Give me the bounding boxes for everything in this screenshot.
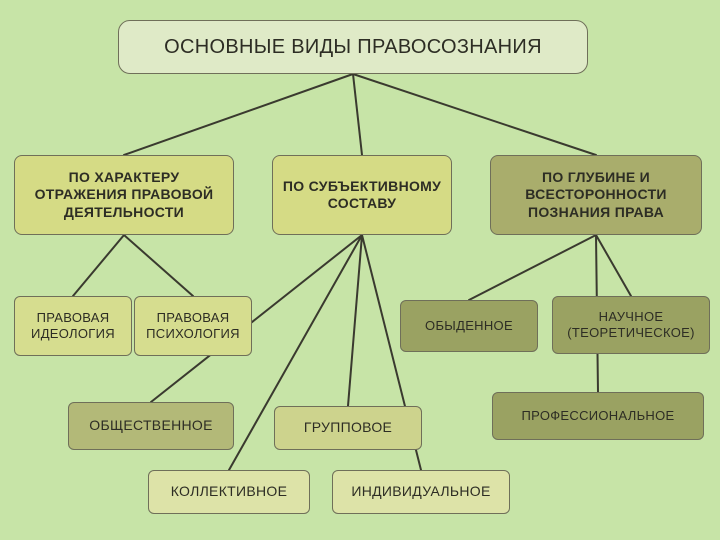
node-label: НАУЧНОЕ (ТЕОРЕТИЧЕСКОЕ) xyxy=(559,309,703,342)
node-leaf_social: ОБЩЕСТВЕННОЕ xyxy=(68,402,234,450)
node-label: ПО ГЛУБИНЕ И ВСЕСТОРОННОСТИ ПОЗНАНИЯ ПРА… xyxy=(497,169,695,222)
node-label: ОБЫДЕННОЕ xyxy=(425,318,513,334)
edge-layer xyxy=(0,0,720,540)
node-leaf_everyday: ОБЫДЕННОЕ xyxy=(400,300,538,352)
diagram-canvas: ОСНОВНЫЕ ВИДЫ ПРАВОСОЗНАНИЯ ПО ХАРАКТЕРУ … xyxy=(0,0,720,540)
node-label: ОБЩЕСТВЕННОЕ xyxy=(89,417,212,435)
edge xyxy=(348,235,362,406)
node-label: ОСНОВНЫЕ ВИДЫ ПРАВОСОЗНАНИЯ xyxy=(164,35,542,60)
node-leaf_individual: ИНДИВИДУАЛЬНОЕ xyxy=(332,470,510,514)
node-label: ПРАВОВАЯ ПСИХОЛОГИЯ xyxy=(141,310,245,343)
node-leaf_psychology: ПРАВОВАЯ ПСИХОЛОГИЯ xyxy=(134,296,252,356)
edge xyxy=(469,235,596,300)
node-label: ПРОФЕССИОНАЛЬНОЕ xyxy=(521,408,674,424)
edge xyxy=(596,235,631,296)
node-cat1: ПО ХАРАКТЕРУ ОТРАЖЕНИЯ ПРАВОВОЙ ДЕЯТЕЛЬН… xyxy=(14,155,234,235)
node-cat2: ПО СУБЪЕКТИВНОМУ СОСТАВУ xyxy=(272,155,452,235)
node-leaf_ideology: ПРАВОВАЯ ИДЕОЛОГИЯ xyxy=(14,296,132,356)
edge xyxy=(124,74,353,155)
edge xyxy=(353,74,596,155)
edge xyxy=(124,235,193,296)
edge xyxy=(73,235,124,296)
node-label: КОЛЛЕКТИВНОЕ xyxy=(171,483,288,501)
node-cat3: ПО ГЛУБИНЕ И ВСЕСТОРОННОСТИ ПОЗНАНИЯ ПРА… xyxy=(490,155,702,235)
node-leaf_group: ГРУППОВОЕ xyxy=(274,406,422,450)
node-label: ПО СУБЪЕКТИВНОМУ СОСТАВУ xyxy=(279,178,445,213)
node-leaf_collective: КОЛЛЕКТИВНОЕ xyxy=(148,470,310,514)
node-leaf_professional: ПРОФЕССИОНАЛЬНОЕ xyxy=(492,392,704,440)
node-label: ГРУППОВОЕ xyxy=(304,419,392,437)
node-root: ОСНОВНЫЕ ВИДЫ ПРАВОСОЗНАНИЯ xyxy=(118,20,588,74)
edge xyxy=(353,74,362,155)
node-leaf_scientific: НАУЧНОЕ (ТЕОРЕТИЧЕСКОЕ) xyxy=(552,296,710,354)
node-label: ПО ХАРАКТЕРУ ОТРАЖЕНИЯ ПРАВОВОЙ ДЕЯТЕЛЬН… xyxy=(21,169,227,222)
node-label: ПРАВОВАЯ ИДЕОЛОГИЯ xyxy=(21,310,125,343)
node-label: ИНДИВИДУАЛЬНОЕ xyxy=(351,483,490,501)
